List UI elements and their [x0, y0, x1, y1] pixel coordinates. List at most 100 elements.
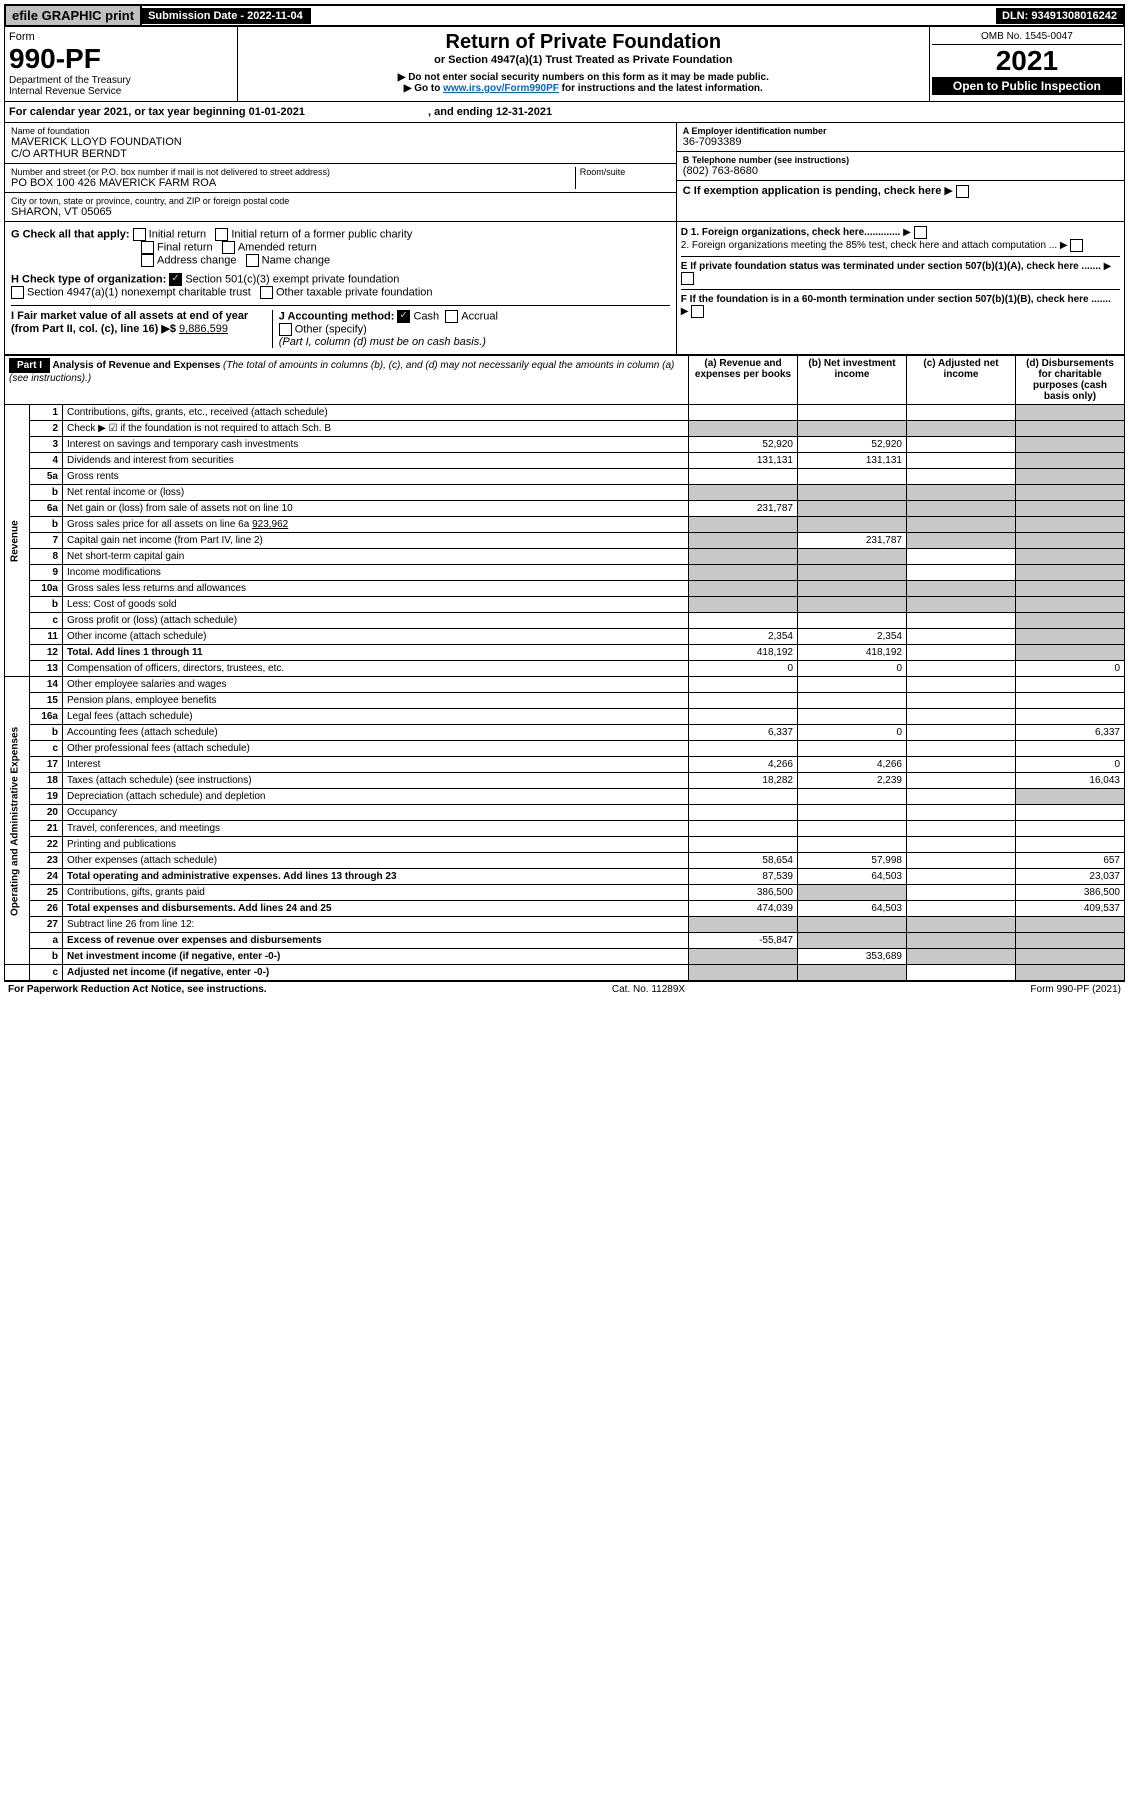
line-24: Total operating and administrative expen… [63, 869, 689, 885]
addr-change: Address change [157, 254, 237, 266]
note2: ▶ Go to www.irs.gov/Form990PF for instru… [242, 83, 925, 94]
ck-amended[interactable] [222, 241, 235, 254]
ck-other-tax[interactable] [260, 286, 273, 299]
val-23d: 657 [1016, 853, 1125, 869]
line-27b: Net investment income (if negative, ente… [63, 949, 689, 965]
col-d: (d) Disbursements for charitable purpose… [1016, 356, 1125, 405]
val-6a: 231,787 [689, 501, 798, 517]
line-20: Occupancy [63, 805, 689, 821]
val-4a: 131,131 [689, 453, 798, 469]
tel: (802) 763-8680 [683, 165, 1118, 177]
val-13d: 0 [1016, 661, 1125, 677]
ck-cash[interactable] [397, 310, 410, 323]
f: F If the foundation is in a 60-month ter… [681, 294, 1111, 305]
city-label: City or town, state or province, country… [11, 196, 670, 206]
h-row2: Section 4947(a)(1) nonexempt charitable … [11, 286, 670, 299]
ck-initial-former[interactable] [215, 228, 228, 241]
footer: For Paperwork Reduction Act Notice, see … [4, 981, 1125, 997]
val-16bd: 6,337 [1016, 725, 1125, 741]
j-block: J Accounting method: Cash Accrual Other … [272, 310, 670, 348]
val-12a: 418,192 [689, 645, 798, 661]
addr-label: Number and street (or P.O. box number if… [11, 167, 575, 177]
ck-other-method[interactable] [279, 323, 292, 336]
ein-label: A Employer identification number [683, 126, 1118, 136]
ck-d2[interactable] [1070, 239, 1083, 252]
note2-post: for instructions and the latest informat… [559, 83, 763, 94]
checkbox-c[interactable] [956, 185, 969, 198]
submission-date: Submission Date - 2022-11-04 [142, 8, 311, 24]
part1-header-row: Part I Analysis of Revenue and Expenses … [5, 356, 1125, 405]
dept: Department of the Treasury [9, 75, 233, 86]
ck-4947[interactable] [11, 286, 24, 299]
c-label: C If exemption application is pending, c… [683, 185, 942, 197]
line-17: Interest [63, 757, 689, 773]
ck-d1[interactable] [914, 226, 927, 239]
entity-right: A Employer identification number 36-7093… [676, 123, 1124, 221]
ein: 36-7093389 [683, 136, 1118, 148]
city: SHARON, VT 05065 [11, 206, 670, 218]
h-label: H Check type of organization: [11, 273, 166, 285]
ck-name-change[interactable] [246, 254, 259, 267]
val-16ba: 6,337 [689, 725, 798, 741]
checks-block: G Check all that apply: Initial return I… [4, 222, 1125, 355]
name-change: Name change [262, 254, 331, 266]
val-26b: 64,503 [798, 901, 907, 917]
part1-title: Analysis of Revenue and Expenses [52, 360, 220, 371]
checks-left: G Check all that apply: Initial return I… [5, 222, 676, 354]
ck-addr-change[interactable] [141, 254, 154, 267]
line-2: Check ▶ ☑ if the foundation is not requi… [63, 421, 689, 437]
g-row3: Address change Name change [141, 254, 670, 267]
c-cell: C If exemption application is pending, c… [677, 181, 1124, 201]
sub-label: Submission Date - [148, 10, 247, 22]
g-row2: Final return Amended return [141, 241, 670, 254]
ck-accrual[interactable] [445, 310, 458, 323]
note1: ▶ Do not enter social security numbers o… [242, 72, 925, 83]
j-label: J Accounting method: [279, 310, 395, 322]
line-5a: Gross rents [63, 469, 689, 485]
val-11b: 2,354 [798, 629, 907, 645]
line-3: Interest on savings and temporary cash i… [63, 437, 689, 453]
line-7: Capital gain net income (from Part IV, l… [63, 533, 689, 549]
city-cell: City or town, state or province, country… [5, 193, 676, 221]
line-8: Net short-term capital gain [63, 549, 689, 565]
line-23: Other expenses (attach schedule) [63, 853, 689, 869]
line-27c: Adjusted net income (if negative, enter … [63, 965, 689, 981]
e-row: E If private foundation status was termi… [681, 256, 1120, 285]
ck-e[interactable] [681, 272, 694, 285]
val-23b: 57,998 [798, 853, 907, 869]
j-cash: Cash [413, 310, 439, 322]
val-25a: 386,500 [689, 885, 798, 901]
ck-initial[interactable] [133, 228, 146, 241]
header-left: Form 990-PF Department of the Treasury I… [5, 27, 238, 101]
val-24d: 23,037 [1016, 869, 1125, 885]
line-15: Pension plans, employee benefits [63, 693, 689, 709]
line-13: Compensation of officers, directors, tru… [63, 661, 689, 677]
val-6b: 923,962 [252, 519, 288, 530]
line-22: Printing and publications [63, 837, 689, 853]
line-27a: Excess of revenue over expenses and disb… [63, 933, 689, 949]
efile-label: efile GRAPHIC print [6, 6, 142, 25]
addr-cell: Number and street (or P.O. box number if… [5, 164, 676, 193]
ck-final[interactable] [141, 241, 154, 254]
line-4: Dividends and interest from securities [63, 453, 689, 469]
val-18a: 18,282 [689, 773, 798, 789]
form-title: Return of Private Foundation [242, 31, 925, 54]
val-27a: -55,847 [689, 933, 798, 949]
ck-f[interactable] [691, 305, 704, 318]
val-17d: 0 [1016, 757, 1125, 773]
col-c: (c) Adjusted net income [907, 356, 1016, 405]
val-18d: 16,043 [1016, 773, 1125, 789]
ck-501c3[interactable] [169, 273, 182, 286]
line-1: Contributions, gifts, grants, etc., rece… [63, 405, 689, 421]
f-row: F If the foundation is in a 60-month ter… [681, 289, 1120, 318]
h-4947: Section 4947(a)(1) nonexempt charitable … [27, 286, 251, 298]
d2-row: 2. Foreign organizations meeting the 85%… [681, 239, 1120, 252]
j-accrual: Accrual [461, 310, 498, 322]
omb: OMB No. 1545-0047 [932, 29, 1122, 45]
form-link[interactable]: www.irs.gov/Form990PF [443, 83, 559, 94]
val-24a: 87,539 [689, 869, 798, 885]
header-right: OMB No. 1545-0047 2021 Open to Public In… [929, 27, 1124, 101]
j-other: Other (specify) [295, 323, 367, 335]
final-return: Final return [157, 241, 213, 253]
g-row: G Check all that apply: Initial return I… [11, 228, 670, 241]
